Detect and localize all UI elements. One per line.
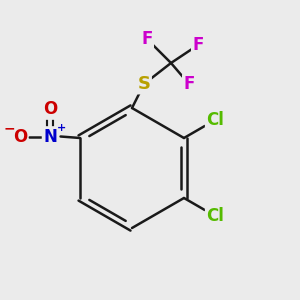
Text: S: S: [137, 75, 151, 93]
Text: O: O: [43, 100, 57, 118]
Text: F: F: [183, 75, 195, 93]
Text: F: F: [141, 30, 153, 48]
Text: F: F: [192, 36, 204, 54]
Text: O: O: [13, 128, 27, 146]
Text: Cl: Cl: [206, 111, 224, 129]
Text: Cl: Cl: [206, 207, 224, 225]
Text: +: +: [57, 123, 66, 133]
Text: N: N: [43, 128, 57, 146]
Text: −: −: [4, 121, 15, 135]
